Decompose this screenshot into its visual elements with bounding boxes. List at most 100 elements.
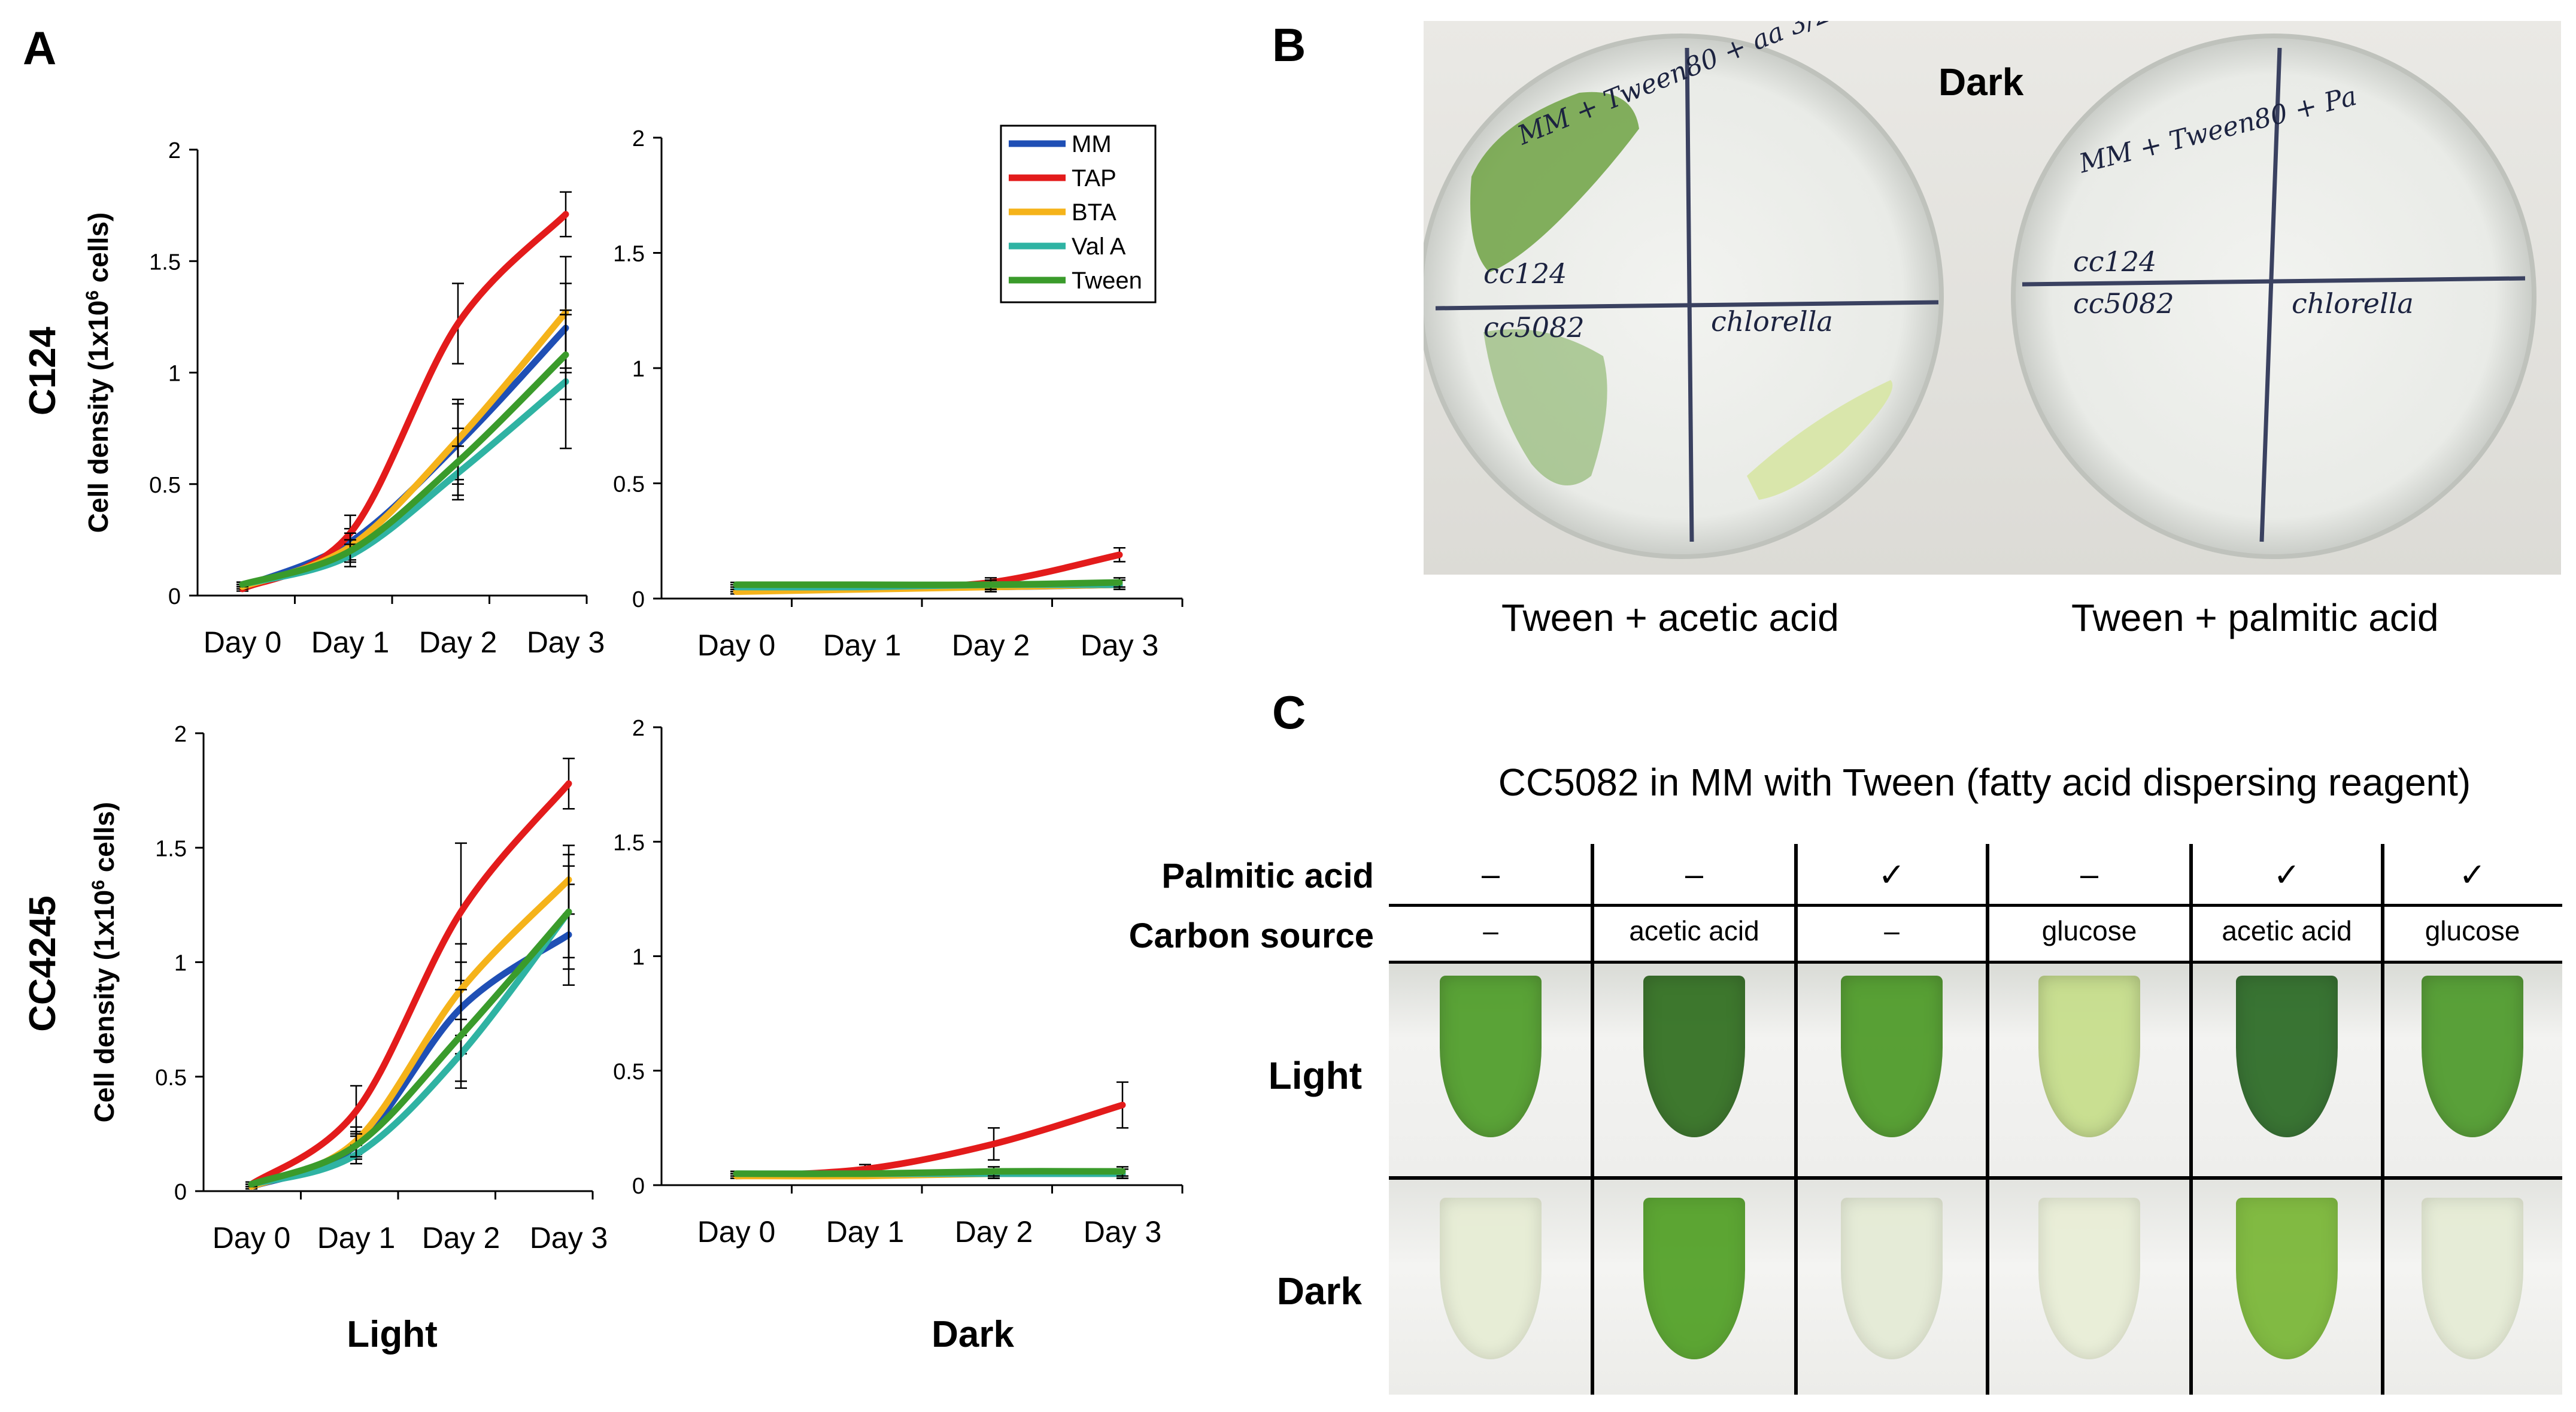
right-plate-caption: Tween + palmitic acid: [2071, 596, 2439, 639]
series-line-val-a: [239, 378, 569, 588]
left-plate-q1-writing: cc124: [1483, 257, 1567, 290]
carbon-source-cell: acetic acid: [1629, 915, 1759, 946]
x-tick-label: Day 2: [419, 625, 497, 659]
legend-label: MM: [1072, 131, 1112, 157]
palmitic-cell: ✓: [2273, 857, 2301, 893]
tube-dark: [2038, 1198, 2140, 1359]
tube-photo-dark: [1796, 1180, 1988, 1395]
row-divider: [1389, 1176, 2562, 1180]
x-tick-label: Day 2: [422, 1221, 500, 1255]
right-plate-q2-writing: cc5082: [2073, 287, 2174, 320]
y-tick-label: 0.5: [613, 1059, 645, 1085]
x-tick-label: Day 3: [527, 625, 605, 659]
legend-label: Val A: [1072, 233, 1126, 260]
palmitic-cell: –: [1481, 857, 1500, 892]
carbon-source-cell: acetic acid: [2222, 915, 2352, 946]
tube-photo-dark: [2383, 1180, 2562, 1395]
tube-photo-light: [1389, 964, 1592, 1176]
y-tick-label: 1.5: [149, 250, 181, 275]
tube-photo-light: [1592, 964, 1796, 1176]
series-line-tap: [248, 780, 572, 1188]
tube-dark: [2236, 1198, 2338, 1359]
tube-light: [1440, 976, 1542, 1137]
y-tick-label: 0.5: [149, 473, 181, 498]
tube-light: [1643, 976, 1745, 1137]
y-tick-label: 1.5: [613, 242, 645, 267]
tube-photo-dark: [1592, 1180, 1796, 1395]
tube-dark: [1440, 1198, 1542, 1359]
tube-light: [1841, 976, 1943, 1137]
palmitic-cell: –: [2080, 857, 2099, 892]
y-tick-label: 0: [168, 584, 181, 609]
light-row-label: Light: [1268, 1054, 1362, 1097]
chart-c124-dark: 0 0.5 1 1.5 2 Day 0 Day 1 Day 2 Day 3: [613, 126, 1184, 662]
x-tick-label: Day 0: [697, 1215, 776, 1249]
tube-photo-light: [1796, 964, 1988, 1176]
legend-label: BTA: [1072, 199, 1116, 226]
row-label-c124: C124: [22, 326, 63, 415]
series-line-bta: [248, 876, 572, 1190]
right-plate-q3-writing: chlorella: [2292, 287, 2414, 320]
carbon-source-cell: glucose: [2425, 915, 2520, 946]
y-tick-label: 0.5: [613, 472, 645, 497]
y-tick-label: 2: [632, 716, 645, 741]
y-tick-label: 0: [174, 1180, 187, 1205]
tube-dark: [1643, 1198, 1745, 1359]
x-tick-label: Day 3: [530, 1221, 608, 1255]
tube-light: [2038, 976, 2140, 1137]
y-tick-label: 2: [168, 138, 181, 163]
carbon-source-cell: –: [1884, 915, 1900, 946]
right-plate: [2011, 34, 2536, 559]
series-line-tween: [239, 351, 569, 588]
column-divider: [2189, 844, 2193, 1395]
y-tick-label: 2: [632, 126, 645, 151]
x-tick-label: Day 1: [823, 628, 902, 662]
y-tick-label: 1: [174, 951, 187, 976]
y-tick-label: 0: [632, 587, 645, 612]
right-plate-q1-writing: cc124: [2073, 245, 2157, 278]
column-divider: [2381, 844, 2384, 1395]
tube-photo-light: [2383, 964, 2562, 1176]
left-plate-q2-writing: cc5082: [1483, 311, 1585, 344]
series-line-tween: [733, 579, 1123, 588]
y-tick-label: 2: [174, 722, 187, 747]
x-tick-label: Day 2: [955, 1215, 1033, 1249]
palmitic-cell: –: [1685, 857, 1704, 892]
panel-c-table: – – – acetic acid ✓ – – glucose ✓ acetic acid ✓ glu…: [1389, 844, 2562, 1395]
palmitic-row-label: Palmitic acid: [1161, 857, 1374, 895]
row-divider: [1389, 904, 2562, 907]
x-tick-label: Day 3: [1081, 628, 1159, 662]
tube-photo-dark: [2191, 1180, 2383, 1395]
x-tick-label: Day 0: [697, 628, 776, 662]
x-tick-label: Day 0: [213, 1221, 291, 1255]
x-tick-label: Day 0: [204, 625, 282, 659]
tube-dark: [2422, 1198, 2523, 1359]
panel-c-label: C: [1272, 686, 1306, 739]
carbon-source-cell: –: [1483, 915, 1498, 946]
y-tick-label: 1.5: [155, 836, 187, 861]
tube-photo-dark: [1988, 1180, 2191, 1395]
chart-c124-light: 0 0.5 1 1.5 2 Day 0 Day 1 Day 2 Day 3 Cell densit…: [83, 138, 605, 659]
carbon-row-label: Carbon source: [1128, 916, 1374, 955]
carbon-source-cell: glucose: [2041, 915, 2137, 946]
tube-photo-dark: [1389, 1180, 1592, 1395]
legend-label: TAP: [1072, 165, 1116, 192]
tube-light: [2236, 976, 2338, 1137]
chart-cc4245-dark: 0 0.5 1 1.5 2 Day 0 Day 1 Day 2 Day 3: [613, 716, 1184, 1249]
col-label-dark: Dark: [932, 1314, 1014, 1355]
petri-dish-photo: Dark MM + Tween80 + aa 3/22 cc124 cc5082…: [1424, 21, 2561, 575]
x-tick-label: Day 1: [311, 625, 390, 659]
y-tick-label: 1: [632, 945, 645, 970]
x-tick-label: Day 1: [317, 1221, 396, 1255]
tube-photo-light: [2191, 964, 2383, 1176]
palmitic-cell: ✓: [1878, 857, 1906, 893]
x-tick-label: Day 3: [1084, 1215, 1162, 1249]
tube-dark: [1841, 1198, 1943, 1359]
palmitic-cell: ✓: [2459, 857, 2486, 893]
left-plate: [1424, 34, 1944, 559]
col-label-light: Light: [347, 1314, 438, 1355]
tube-photo-light: [1988, 964, 2191, 1176]
y-tick-label: 0: [632, 1174, 645, 1199]
y-axis-label: Cell density (1x106 cells): [83, 212, 114, 533]
panel-a-label: A: [23, 22, 57, 74]
